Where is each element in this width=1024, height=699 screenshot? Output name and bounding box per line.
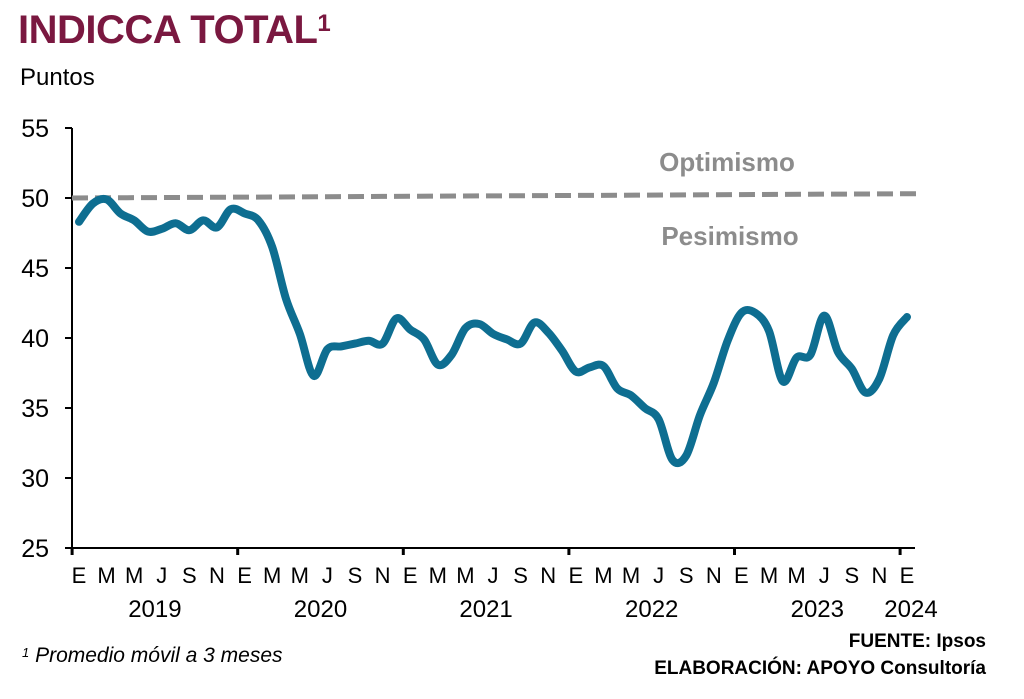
annotation-pesimismo: Pesimismo	[661, 221, 798, 251]
x-tick-label: J	[488, 563, 499, 588]
y-tick-label: 30	[21, 465, 49, 493]
x-tick-label: S	[844, 563, 859, 588]
y-axis-label: Puntos	[20, 64, 95, 91]
x-tick-label: J	[653, 563, 664, 588]
reference-line	[71, 191, 921, 201]
x-tick-label: N	[375, 563, 391, 588]
x-tick-label: M	[263, 563, 281, 588]
x-year-label: 2022	[625, 596, 678, 623]
x-year-label: 2021	[459, 596, 512, 623]
y-tick-label: 55	[21, 115, 49, 143]
chart-title: INDICCA TOTAL1	[18, 8, 331, 53]
y-axis: 25 30 35 40 45 50 55	[21, 115, 73, 563]
x-tick-label: J	[156, 563, 167, 588]
x-tick-label: N	[209, 563, 225, 588]
credit-line: ELABORACIÓN: APOYO Consultoría	[654, 658, 986, 679]
footnote-marker: 1	[22, 645, 30, 660]
x-tick-label: E	[734, 563, 749, 588]
x-tick-label: M	[456, 563, 474, 588]
x-tick-label: S	[679, 563, 694, 588]
series-group	[75, 194, 911, 468]
y-tick-label: 45	[21, 255, 49, 283]
x-tick-label: N	[540, 563, 556, 588]
y-tick-label: 35	[21, 395, 49, 423]
x-tick-label: M	[787, 563, 805, 588]
y-tick-label: 50	[21, 185, 49, 213]
chart-title-text: INDICCA TOTAL	[18, 8, 318, 52]
x-tick-label: E	[900, 563, 915, 588]
y-tick-label: 40	[21, 325, 49, 353]
series-line-indicca	[75, 194, 911, 468]
reference-group: Optimismo Pesimismo	[71, 147, 921, 251]
x-year-label: 2024	[884, 596, 937, 623]
x-tick-label: N	[871, 563, 887, 588]
x-tick-label: M	[97, 563, 115, 588]
x-year-label: 2019	[128, 596, 181, 623]
title-footnote-marker: 1	[317, 10, 331, 37]
annotation-optimismo: Optimismo	[659, 147, 795, 177]
source-line: FUENTE: Ipsos	[848, 631, 986, 652]
x-tick-label: J	[819, 563, 830, 588]
source-block: FUENTE: Ipsos ELABORACIÓN: APOYO Consult…	[654, 628, 986, 682]
footnote-text: Promedio móvil a 3 meses	[35, 644, 283, 667]
x-tick-label: M	[429, 563, 447, 588]
x-tick-label: E	[72, 563, 87, 588]
x-tick-label: M	[622, 563, 640, 588]
x-tick-label: M	[291, 563, 309, 588]
x-tick-label: S	[348, 563, 363, 588]
x-tick-label: E	[237, 563, 252, 588]
x-tick-label: M	[125, 563, 143, 588]
x-year-label: 2020	[294, 596, 347, 623]
x-tick-label: M	[760, 563, 778, 588]
x-tick-label: N	[706, 563, 722, 588]
x-tick-label: E	[568, 563, 583, 588]
x-tick-label: E	[403, 563, 418, 588]
x-year-label: 2023	[791, 596, 844, 623]
x-tick-label: S	[182, 563, 197, 588]
x-tick-label: S	[513, 563, 528, 588]
y-tick-label: 25	[21, 535, 49, 563]
x-tick-label: M	[594, 563, 612, 588]
footnote: 1 Promedio móvil a 3 meses	[22, 644, 283, 668]
x-tick-label: J	[322, 563, 333, 588]
